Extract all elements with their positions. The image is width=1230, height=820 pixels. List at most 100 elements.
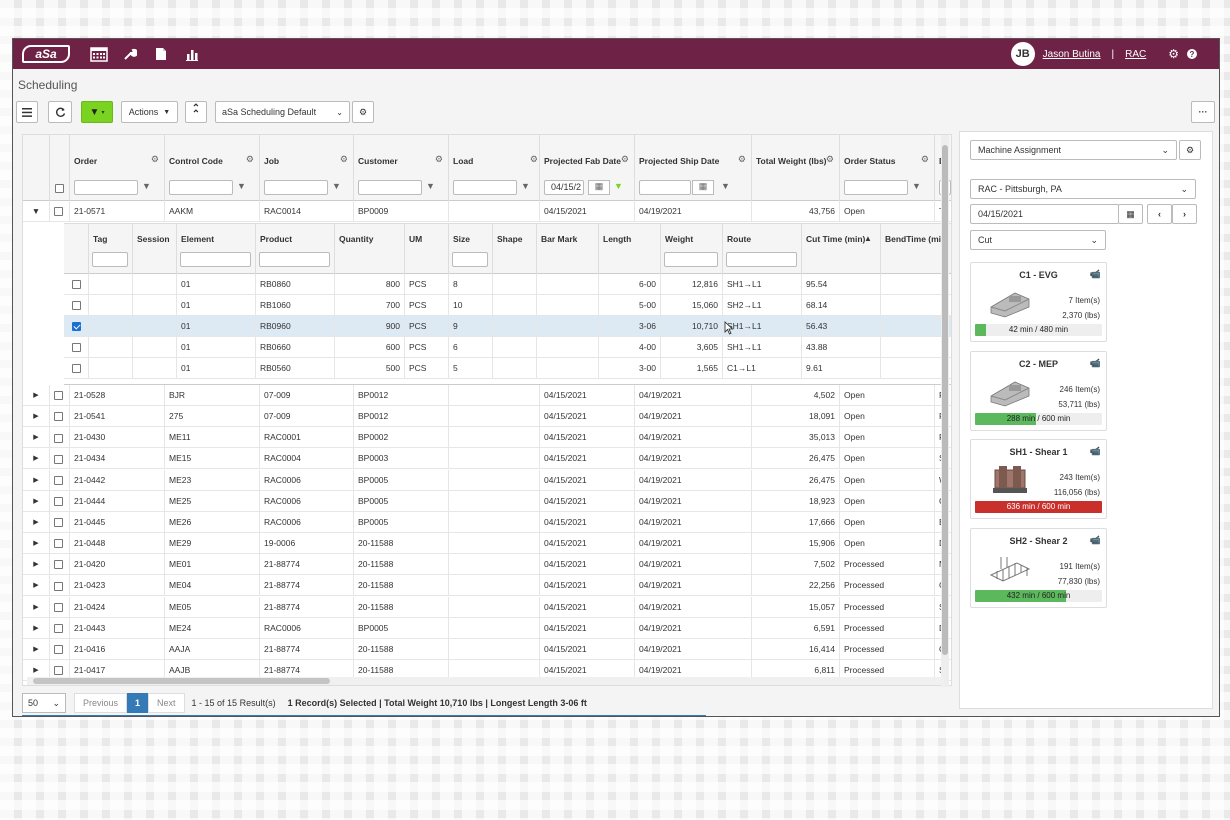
gear-icon[interactable]: ⚙ (825, 154, 834, 164)
table-row[interactable]: ▶ 21-0416 AAJA 21-88774 20-11588 04/15/2021 04… (23, 638, 951, 660)
gear-icon[interactable]: ⚙ (920, 154, 929, 164)
table-row[interactable]: ▶ 21-0442 ME23 RAC0006 BP0005 04/15/2021 04/19… (23, 469, 951, 491)
subcol-session[interactable]: Session (132, 224, 176, 274)
page-1-button[interactable]: 1 (127, 693, 149, 713)
more-options-button[interactable]: ··· (1191, 101, 1215, 123)
filter-icon[interactable]: ▼ (237, 181, 246, 191)
filter-input[interactable] (452, 252, 488, 267)
gear-icon[interactable]: ⚙ (150, 154, 159, 164)
row-checkbox[interactable] (54, 497, 63, 506)
table-row[interactable]: ▶ 21-0443 ME24 RAC0006 BP0005 04/15/2021 04/19… (23, 617, 951, 639)
calendar-icon[interactable] (90, 45, 108, 63)
row-checkbox[interactable] (54, 391, 63, 401)
row-checkbox-cell[interactable] (64, 274, 88, 295)
sort-asc-icon[interactable]: ▲ (864, 234, 872, 243)
filter-icon[interactable]: ▼ (521, 181, 530, 191)
previous-page-button[interactable]: Previous (74, 693, 128, 713)
fab-date-filter-input[interactable]: 04/15/2 (544, 180, 584, 195)
col-load[interactable]: Load ⚙ ▼ (448, 135, 543, 201)
row-checkbox-cell[interactable] (49, 406, 69, 428)
wrench-icon[interactable] (121, 45, 139, 63)
filter-input[interactable] (844, 180, 908, 195)
expand-arrow-icon[interactable]: ▶ (33, 518, 39, 526)
col-projected-fab-date[interactable]: Projected Fab Date ⚙ 04/15/2 ▦ ▼ (539, 135, 634, 201)
asa-logo[interactable]: aSa (22, 45, 70, 63)
date-input[interactable]: 04/15/2021 (970, 204, 1119, 224)
table-row[interactable]: ▶ 21-0423 ME04 21-88774 20-11588 04/15/2021 04… (23, 575, 951, 597)
row-checkbox-cell[interactable] (49, 575, 69, 597)
row-checkbox[interactable] (71, 280, 81, 290)
row-checkbox-cell[interactable] (49, 385, 69, 406)
refresh-button[interactable] (48, 101, 72, 123)
gear-icon[interactable]: ⚙ (245, 154, 254, 164)
subcol-product[interactable]: Product (255, 224, 334, 274)
col-projected-ship-date[interactable]: Projected Ship Date ⚙ ▦ ▼ (634, 135, 751, 201)
company-link[interactable]: RAC (1125, 48, 1147, 60)
row-checkbox[interactable] (54, 454, 63, 464)
table-row[interactable]: ▶ 21-0541 275 07-009 BP0012 04/15/2021 04/19/2… (23, 406, 951, 428)
subcol-weight[interactable]: Weight (660, 224, 722, 274)
row-checkbox[interactable] (71, 322, 81, 332)
row-checkbox-cell[interactable] (49, 469, 69, 491)
subcol-length[interactable]: Length (598, 224, 660, 274)
help-icon[interactable]: ? (1187, 49, 1197, 59)
row-checkbox[interactable] (71, 364, 81, 374)
filter-icon[interactable]: ▼ (721, 181, 730, 191)
row-checkbox[interactable] (54, 412, 63, 422)
expand-arrow-icon[interactable]: ▶ (33, 455, 39, 463)
row-checkbox-cell[interactable] (49, 638, 69, 660)
filter-input[interactable] (92, 252, 128, 267)
table-row[interactable]: ▶ 21-0420 ME01 21-88774 20-11588 04/15/2021 04… (23, 554, 951, 576)
row-checkbox-cell[interactable] (49, 554, 69, 576)
panel-settings-button[interactable]: ⚙ (1179, 140, 1201, 160)
row-checkbox[interactable] (71, 343, 81, 353)
row-checkbox[interactable] (54, 539, 63, 549)
camera-icon[interactable]: 📹 (1089, 446, 1101, 456)
operation-select[interactable]: Cut ⌄ (970, 230, 1106, 250)
row-checkbox-cell[interactable] (49, 427, 69, 449)
row-checkbox[interactable] (54, 433, 63, 443)
subcol-cut[interactable]: Cut Time (min) ▲ (801, 224, 880, 274)
expand-arrow-icon[interactable]: ▶ (33, 603, 39, 611)
expand-arrow-icon[interactable]: ▶ (33, 476, 39, 484)
table-row[interactable]: ▶ 21-0448 ME29 19-0006 20-11588 04/15/2021 04/… (23, 533, 951, 555)
filter-input[interactable] (264, 180, 328, 195)
row-checkbox[interactable] (54, 207, 63, 217)
gear-icon[interactable]: ⚙ (434, 154, 443, 164)
prev-date-button[interactable]: ‹ (1147, 204, 1172, 224)
row-checkbox[interactable] (54, 581, 63, 591)
subgrid-row[interactable]: 01RB1060700PCS105-0015,060SH2→L168.14Car… (64, 295, 951, 316)
expand-arrow-icon[interactable]: ▶ (33, 645, 39, 653)
filter-input[interactable] (74, 180, 138, 195)
gear-icon[interactable]: ⚙ (1168, 47, 1179, 61)
col-order-status[interactable]: Order Status ⚙ ▼ (839, 135, 934, 201)
bar-chart-icon[interactable] (183, 45, 201, 63)
col-total-weight[interactable]: Total Weight (lbs) ⚙ (751, 135, 839, 201)
col-job[interactable]: Job ⚙ ▼ (259, 135, 353, 201)
expand-arrow-icon[interactable]: ▶ (33, 392, 39, 399)
menu-button[interactable] (16, 101, 38, 123)
subcol-element[interactable]: Element (176, 224, 255, 274)
row-checkbox-cell[interactable] (64, 316, 88, 337)
expand-arrow-icon[interactable]: ▶ (33, 540, 39, 548)
gear-icon[interactable]: ⚙ (737, 154, 746, 164)
filter-input[interactable] (180, 252, 251, 267)
machine-card[interactable]: C2 - MEP 📹 246 Item(s) 53,711 (lbs) 288 min … (970, 350, 1107, 431)
select-all-checkbox[interactable] (55, 184, 64, 193)
calendar-icon[interactable]: ▦ (692, 180, 714, 195)
subcol-tag[interactable]: Tag (88, 224, 132, 274)
table-row[interactable]: ▶ 21-0445 ME26 RAC0006 BP0005 04/15/2021 04/19… (23, 511, 951, 533)
gear-icon[interactable]: ⚙ (620, 154, 629, 164)
row-checkbox[interactable] (54, 666, 63, 676)
expand-arrow-icon[interactable]: ▶ (33, 561, 39, 569)
actions-dropdown[interactable]: Actions ▼ (121, 101, 178, 123)
expand-arrow-icon[interactable]: ▶ (33, 582, 39, 590)
filter-icon[interactable]: ▼ (332, 181, 341, 191)
table-row[interactable]: ▶ 21-0430 ME11 RAC0001 BP0002 04/15/2021 04/19… (23, 427, 951, 449)
row-checkbox-cell[interactable] (64, 358, 88, 379)
filter-icon[interactable]: ▼ (426, 181, 435, 191)
expand-arrow-icon[interactable]: ▶ (33, 497, 39, 505)
row-checkbox-cell[interactable] (49, 490, 69, 512)
